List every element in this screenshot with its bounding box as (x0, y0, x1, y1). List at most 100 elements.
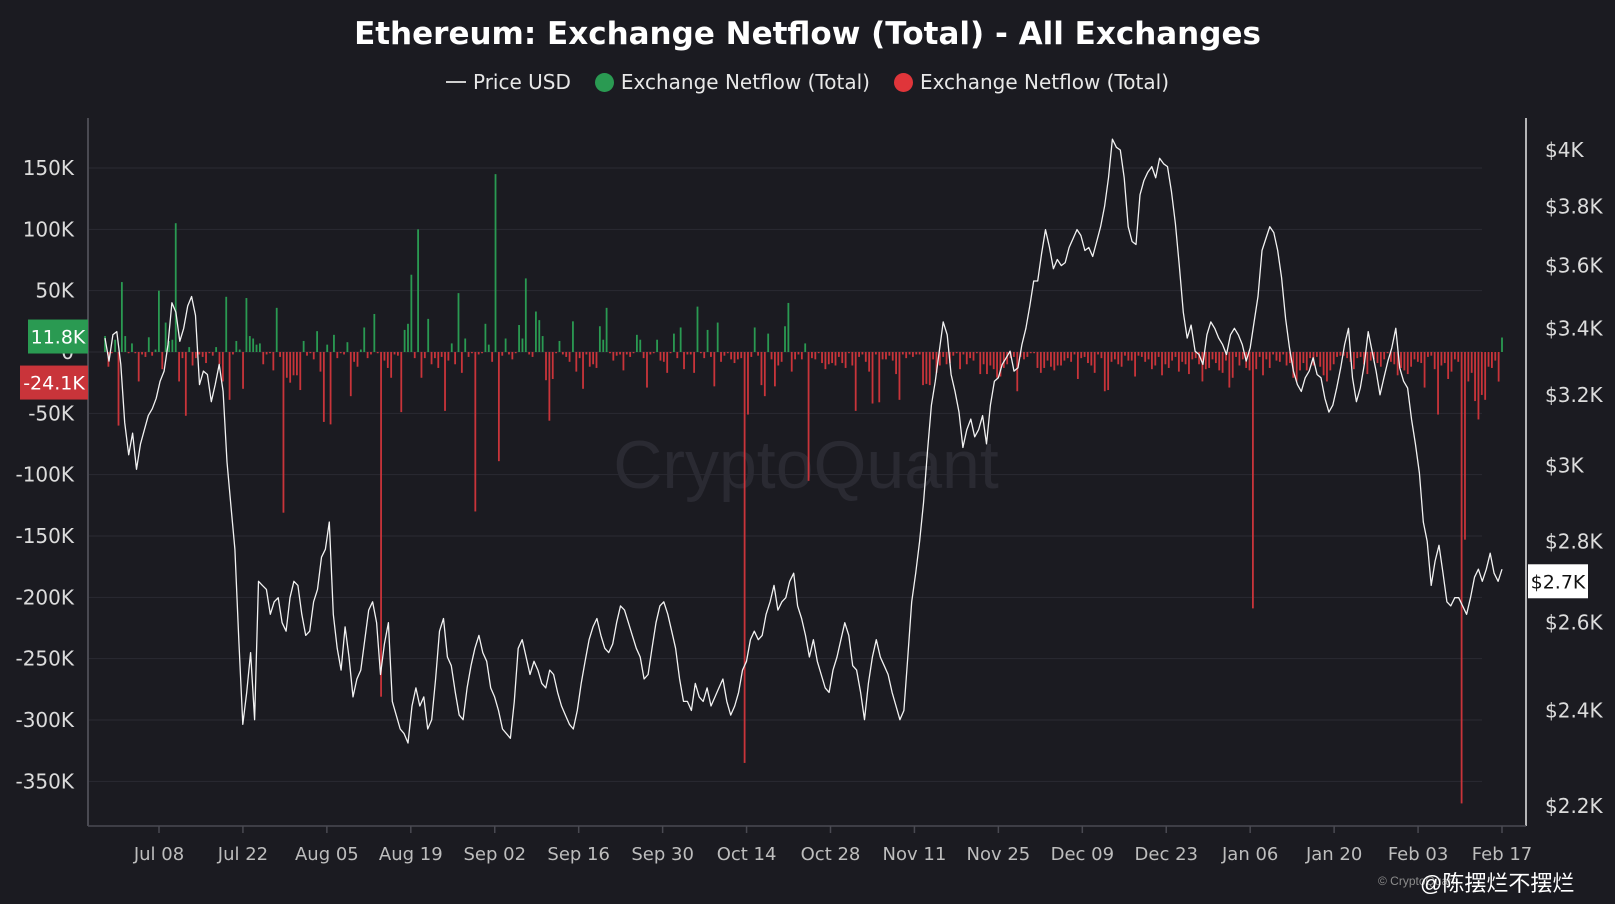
outflow-bar (1373, 352, 1375, 360)
outflow-bar (1413, 352, 1416, 360)
inflow-bar (168, 340, 170, 352)
inflow-bar (464, 338, 467, 352)
legend-item-price[interactable]: Price USD (445, 70, 571, 94)
outflow-bar (471, 352, 473, 354)
outflow-bar (1231, 352, 1234, 378)
x-tick-label: Feb 17 (1472, 844, 1533, 865)
outflow-bar (619, 352, 621, 355)
legend-item-inflow[interactable]: Exchange Netflow (Total) (594, 70, 870, 94)
outflow-bar (1137, 352, 1140, 356)
outflow-bar (1127, 352, 1130, 361)
inflow-bar (494, 174, 497, 352)
outflow-bar (1487, 352, 1490, 367)
outflow-bar (353, 352, 356, 362)
outflow-bar (1124, 352, 1126, 356)
inflow-bar (518, 325, 520, 352)
outflow-bar (1410, 352, 1413, 367)
outflow-bar (646, 352, 648, 388)
outflow-bar (1036, 352, 1039, 368)
outflow-bar (841, 352, 844, 364)
outflow-bar (827, 352, 830, 365)
x-tick-label: Jan 20 (1305, 844, 1362, 865)
outflow-bar (1494, 352, 1497, 361)
inflow-bar (767, 333, 770, 352)
outflow-bar (1026, 352, 1029, 357)
outflow-value-badge (20, 365, 88, 400)
inflow-bar (504, 338, 507, 352)
outflow-bar (545, 352, 547, 381)
outflow-bar (733, 352, 736, 364)
outflow-bar (269, 352, 271, 354)
outflow-bar (1420, 352, 1423, 364)
outflow-bar (329, 352, 332, 425)
inflow-bar (171, 339, 174, 352)
outflow-bar (1332, 352, 1335, 365)
outflow-bar (770, 352, 773, 360)
outflow-bar (1188, 352, 1190, 375)
outflow-bar (1204, 352, 1207, 370)
inflow-bar (538, 320, 541, 352)
outflow-bar (1023, 352, 1025, 360)
netflow-bars (104, 174, 1503, 804)
inflow-bar (316, 331, 319, 352)
outflow-bar (1342, 352, 1345, 356)
outflow-bar (117, 352, 120, 426)
outflow-bar (1070, 352, 1073, 362)
outflow-bar (1453, 352, 1456, 360)
legend-label-price: Price USD (472, 70, 571, 94)
legend-item-outflow[interactable]: Exchange Netflow (Total) (893, 70, 1169, 94)
inflow-bar (706, 329, 709, 352)
x-axis-ticks: Jul 08 Jul 22 Aug 05 Aug 19 Sep 02 Sep 16 Sep … (133, 826, 1532, 865)
legend: Price USD Exchange Netflow (Total) Excha… (0, 70, 1615, 94)
outflow-bar (501, 352, 504, 356)
x-tick-label: Aug 05 (295, 844, 359, 865)
outflow-bar (861, 352, 864, 355)
outflow-bar (609, 352, 611, 354)
axes (87, 118, 1527, 827)
outflow-bar (141, 352, 143, 355)
outflow-bar (1113, 352, 1116, 360)
outflow-bar (888, 352, 891, 356)
outflow-bar (1474, 352, 1476, 402)
outflow-bar (1440, 352, 1443, 366)
outflow-bar (1053, 352, 1056, 371)
outflow-bar (1319, 352, 1322, 367)
outflow-bar (282, 352, 285, 513)
outflow-bar (198, 352, 201, 355)
outflow-bar (1292, 352, 1295, 378)
y-left-tick-label: -350K (15, 769, 74, 793)
outflow-bar (578, 352, 581, 359)
outflow-bar (901, 352, 904, 355)
outflow-bar (396, 352, 399, 356)
outflow-bar (1046, 352, 1049, 361)
outflow-bar (1211, 352, 1214, 360)
outflow-bar (1386, 352, 1389, 354)
price-value-text: $2.7K (1531, 571, 1586, 593)
y-left-tick-label: -250K (15, 647, 74, 671)
inflow-bar (558, 340, 561, 352)
inflow-bar (225, 296, 228, 352)
inflow-value-badge (28, 319, 88, 354)
outflow-bar (962, 352, 965, 355)
chart-title: Ethereum: Exchange Netflow (Total) - All… (354, 16, 1261, 52)
outflow-bar (1144, 352, 1147, 362)
outflow-bar (982, 352, 985, 365)
outflow-bar (336, 352, 339, 359)
outflow-bar (989, 352, 992, 366)
outflow-bar (1396, 352, 1399, 376)
inflow-bar (716, 322, 719, 352)
outflow-bar (242, 352, 244, 389)
x-tick-label: Aug 19 (379, 844, 443, 865)
outflow-bar (1161, 352, 1163, 376)
outflow-bar (306, 352, 308, 356)
outflow-bar (322, 352, 325, 422)
outflow-bar (666, 352, 669, 373)
outflow-bar (1470, 352, 1473, 373)
outflow-bar (474, 352, 477, 512)
outflow-bar (454, 352, 457, 365)
outflow-bar (1400, 352, 1402, 368)
outflow-bar (195, 352, 197, 359)
outflow-bar (434, 352, 436, 359)
outflow-bar (1383, 352, 1386, 360)
outflow-bar (811, 352, 813, 359)
